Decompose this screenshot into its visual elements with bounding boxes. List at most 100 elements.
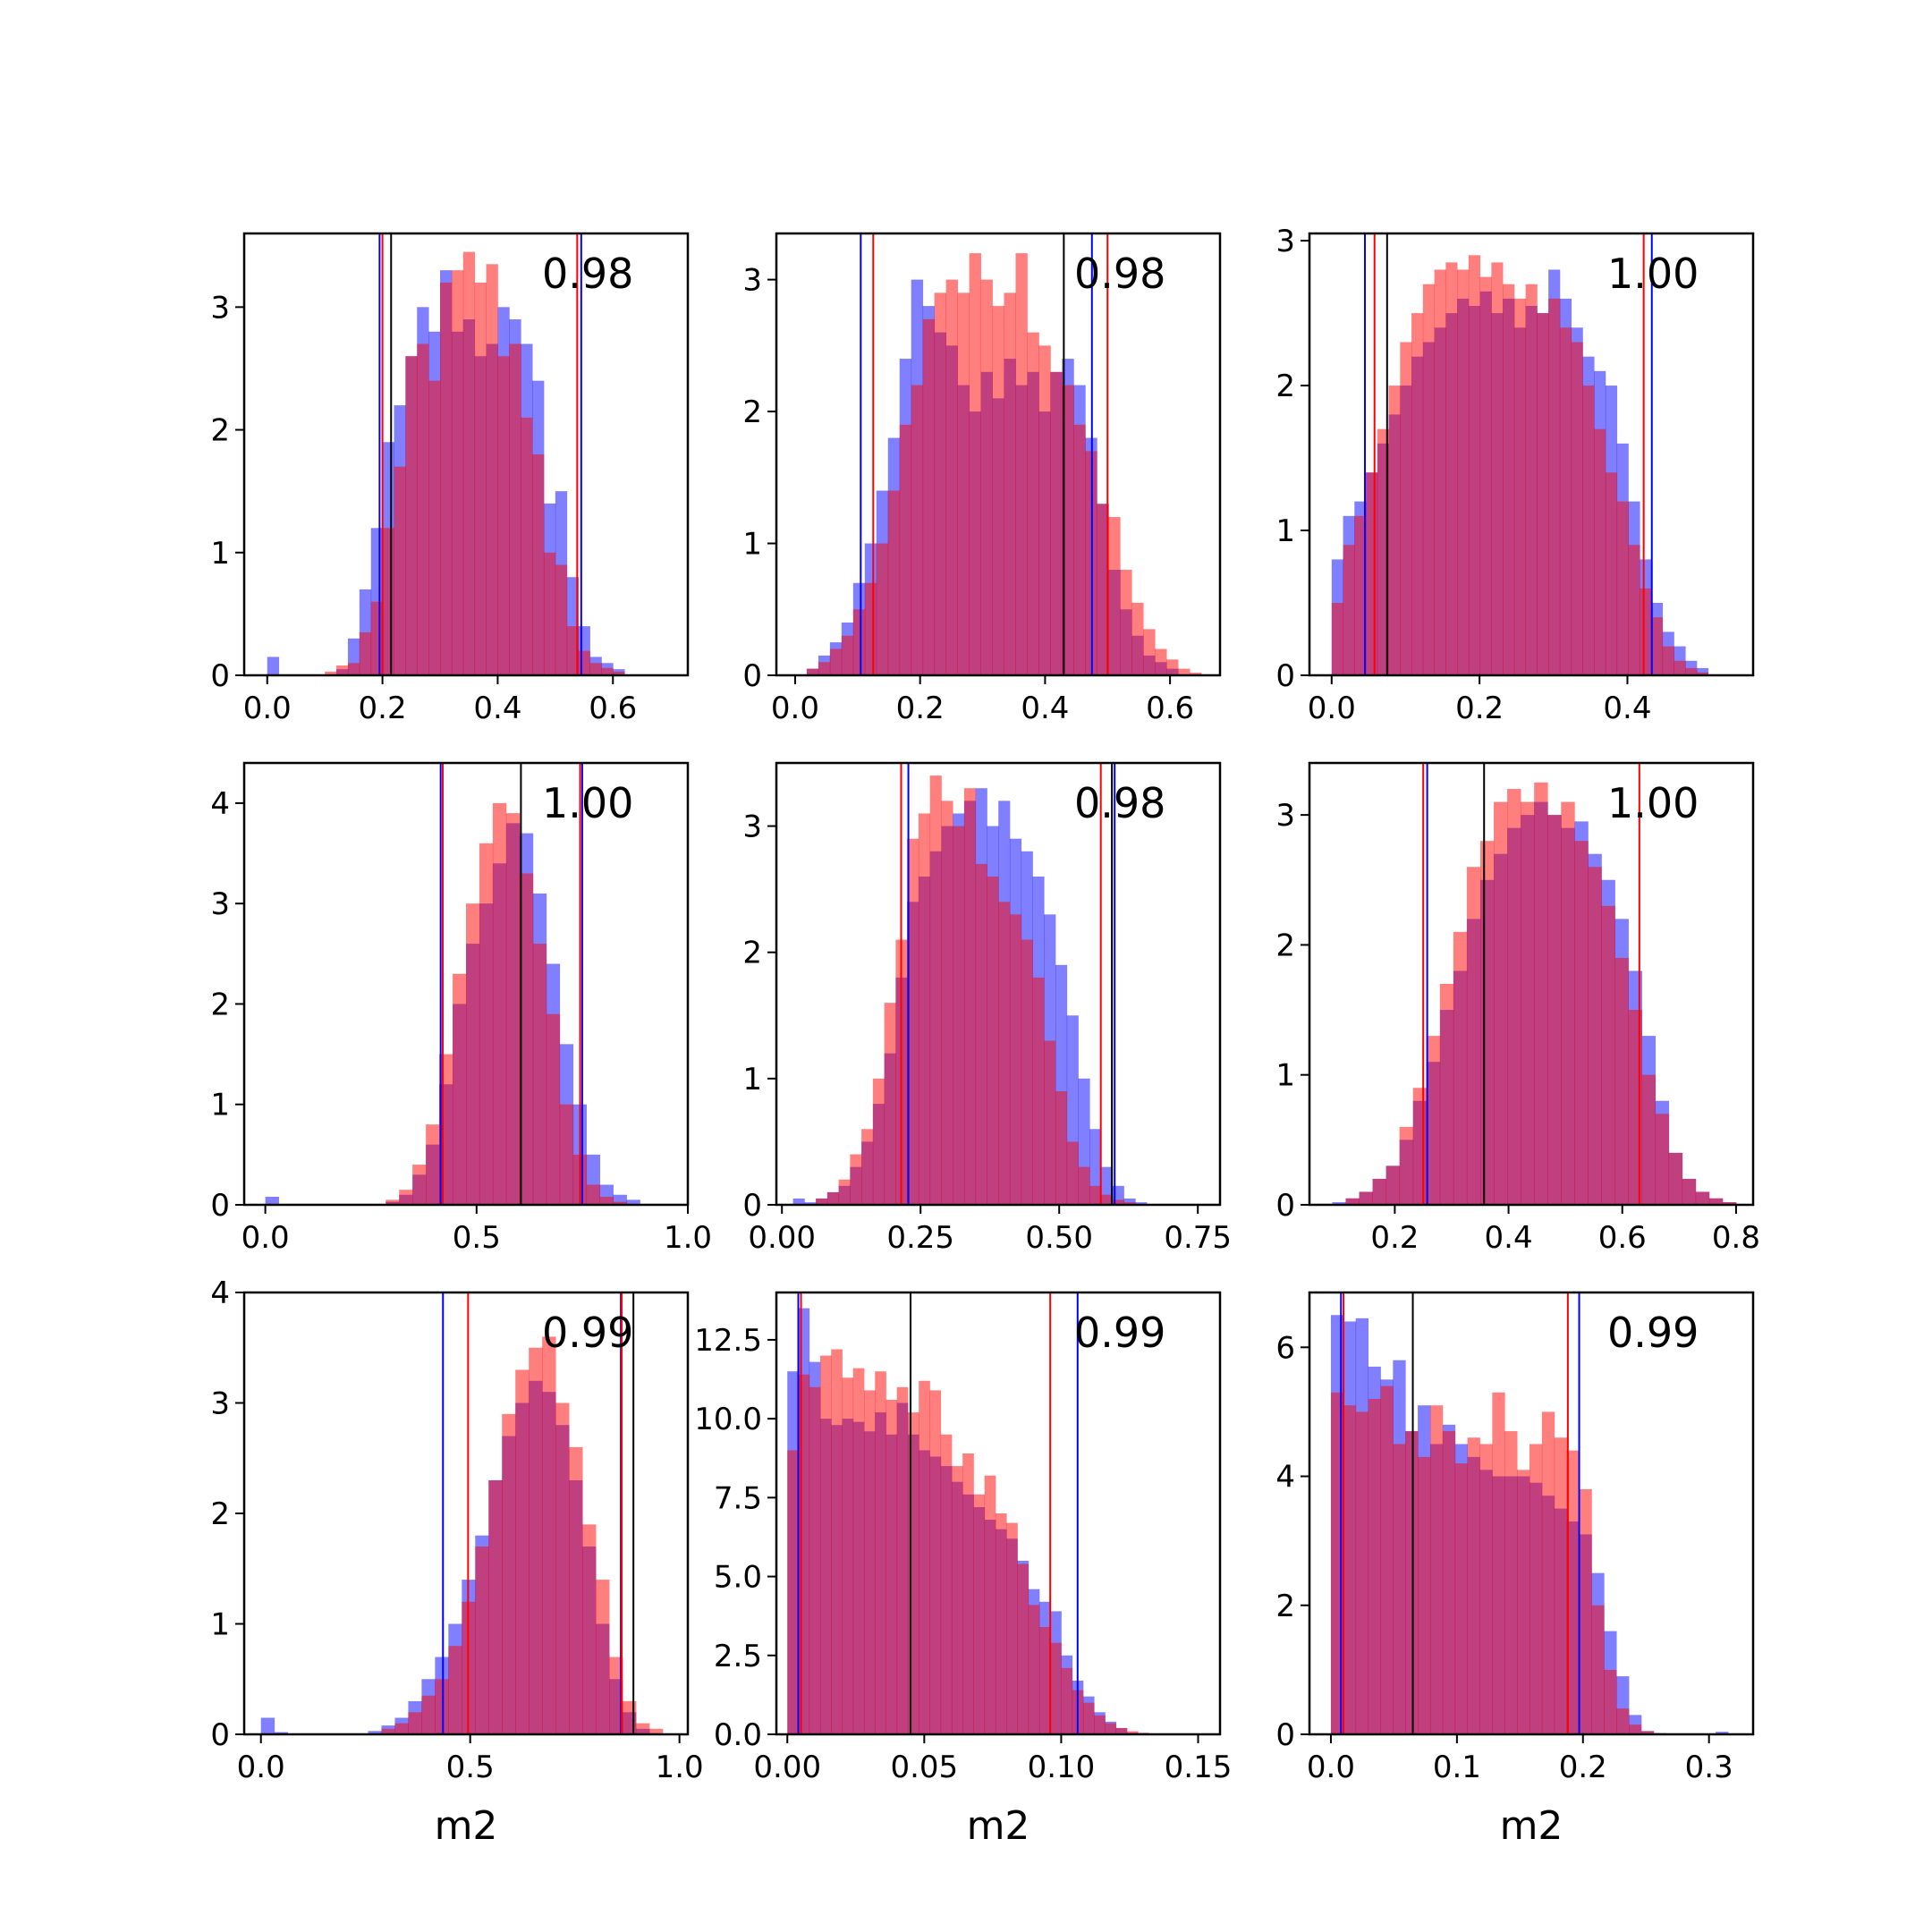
histogram-bar	[1332, 1202, 1346, 1205]
histogram-bar	[1445, 262, 1458, 675]
histogram-bar	[462, 251, 476, 675]
histogram-bar	[1066, 1141, 1079, 1205]
correlation-label: 1.00	[542, 779, 633, 827]
x-axis-label: m2	[1500, 1803, 1563, 1849]
x-tick-label: 0.4	[1485, 1220, 1533, 1256]
histogram-bar	[1355, 1411, 1368, 1734]
histogram-bar	[1640, 588, 1652, 675]
y-tick-label: 3	[210, 886, 230, 922]
histogram-bar	[1591, 1605, 1605, 1734]
plot-area	[267, 233, 625, 675]
plot-area	[1330, 1292, 1729, 1734]
histogram-bar	[1073, 424, 1086, 675]
histogram-bar	[613, 1201, 627, 1205]
histogram-bar	[1547, 815, 1562, 1205]
y-tick-label: 0	[210, 1717, 230, 1753]
histogram-bar	[1388, 386, 1401, 675]
histogram-bar	[1399, 1126, 1414, 1205]
x-tick-label: 0.50	[1025, 1220, 1093, 1256]
histogram-bar	[787, 1450, 799, 1734]
axes-frame	[242, 232, 690, 677]
histogram-bar	[957, 292, 970, 675]
plot-area	[260, 1292, 664, 1734]
histogram-bar	[1062, 385, 1074, 675]
histogram-bar	[850, 1154, 862, 1205]
histogram-bar	[586, 1184, 600, 1205]
histogram-bar	[864, 582, 877, 675]
x-tick-label: 0.10	[1028, 1750, 1096, 1785]
histogram-bar	[1412, 1088, 1428, 1205]
subplot-6: 0.2 0.4 0.6 0.8 0 1 2 3 1.00	[1275, 761, 1760, 1256]
histogram-bar	[876, 543, 889, 675]
y-tick-label: 2	[210, 987, 230, 1022]
histogram-bar	[1050, 371, 1063, 675]
plot-area	[1332, 763, 1737, 1205]
histogram-bar	[582, 1524, 597, 1734]
histogram-bar	[1628, 545, 1640, 675]
y-tick-label: 1	[1275, 513, 1295, 549]
histogram-bar	[1400, 342, 1412, 675]
histogram-bar	[1377, 428, 1389, 675]
histogram-bar	[1429, 1405, 1444, 1734]
histogram-bar	[1050, 1642, 1062, 1734]
histogram-bar	[899, 424, 912, 675]
histogram-bar	[872, 1078, 886, 1205]
histogram-bar	[1089, 1185, 1102, 1205]
histogram-bar	[1696, 667, 1709, 675]
histogram-bar	[973, 1494, 986, 1734]
histogram-bar	[875, 1371, 886, 1734]
histogram-bar	[394, 466, 406, 675]
histogram-bar	[609, 1657, 623, 1734]
histogram-bar	[819, 1355, 832, 1734]
histogram-bar	[980, 279, 993, 675]
correlation-label: 0.99	[1607, 1309, 1699, 1357]
y-tick-label: 12.5	[694, 1323, 762, 1359]
x-tick-label: 0.2	[1370, 1220, 1419, 1256]
x-tick-label: 0.8	[1712, 1220, 1760, 1256]
subplot-1: 0.0 0.2 0.4 0.6 0 1 2 3 0.98	[210, 232, 690, 726]
histogram-bar	[1492, 1392, 1505, 1734]
histogram-bar	[1393, 1444, 1406, 1734]
y-tick-label: 10.0	[694, 1402, 762, 1437]
histogram-bar	[1405, 1431, 1419, 1734]
y-tick-label: 0	[742, 658, 762, 694]
histogram-bar	[1479, 1444, 1493, 1734]
histogram-bar	[267, 657, 280, 675]
y-tick-label: 0	[1275, 1188, 1295, 1224]
histogram-bar	[1479, 841, 1495, 1205]
plot-area	[787, 1292, 1161, 1734]
correlation-label: 1.00	[1607, 250, 1699, 298]
histogram-bar	[861, 1129, 874, 1205]
histogram-bar	[816, 1198, 828, 1205]
histogram-bar	[1038, 345, 1051, 675]
histogram-bar	[370, 601, 383, 675]
correlation-label: 0.99	[542, 1309, 633, 1357]
histogram-bar	[1135, 1202, 1148, 1205]
histogram-bar	[907, 838, 919, 1205]
histogram-bar	[1616, 501, 1629, 675]
x-tick-label: 0.6	[589, 691, 637, 726]
x-tick-label: 0.1	[1433, 1750, 1481, 1785]
histogram-bar	[1418, 1456, 1431, 1734]
y-tick-label: 3	[1275, 798, 1295, 834]
histogram-bar	[1467, 1437, 1480, 1734]
histogram-bar	[428, 380, 441, 675]
histogram-bar	[475, 1546, 489, 1734]
y-tick-label: 2	[742, 394, 762, 430]
histogram-bar	[546, 1013, 561, 1205]
histogram-bar	[382, 528, 394, 675]
histogram-bar	[529, 1347, 543, 1734]
histogram-bar	[542, 1336, 556, 1734]
red-histogram	[806, 253, 1202, 675]
histogram-bar	[886, 1399, 898, 1734]
histogram-bar	[1548, 298, 1561, 675]
histogram-bar	[1641, 1074, 1657, 1205]
histogram-bar	[918, 813, 931, 1205]
axes-frame	[775, 232, 1222, 677]
histogram-bar	[1100, 1194, 1114, 1205]
histogram-bar	[1685, 667, 1698, 675]
histogram-bar	[941, 801, 953, 1205]
red-histogram	[386, 802, 627, 1205]
histogram-bar	[453, 973, 467, 1205]
